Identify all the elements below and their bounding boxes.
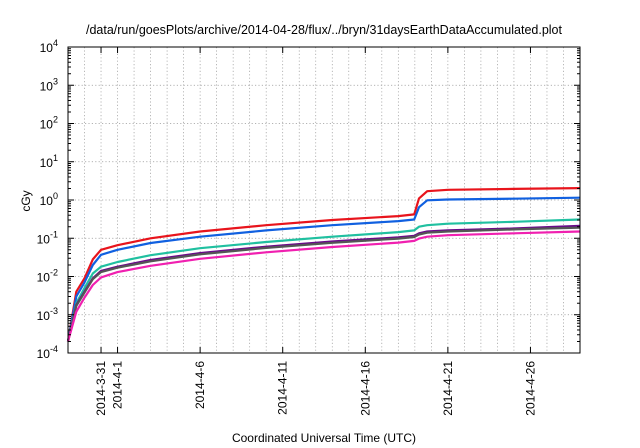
x-tick-label: 2014-4-21 [441,361,455,416]
y-tick-base: 10 [37,232,51,246]
y-tick-label: 104 [40,38,58,55]
y-tick-label: 100 [40,191,58,208]
x-tick-label: 2014-4-26 [523,361,537,416]
x-tick-label: 2014-4-16 [358,361,372,416]
x-axis-label: Coordinated Universal Time (UTC) [232,431,416,445]
y-tick-base: 10 [40,79,54,93]
y-tick-label: 10-1 [37,229,58,246]
ticks [68,46,580,354]
y-tick-label: 103 [40,76,58,93]
y-tick-base: 10 [40,194,54,208]
x-tick-label: 2014-4-11 [276,361,290,415]
y-tick-label: 102 [40,115,58,132]
y-tick-exponent: 3 [53,76,58,86]
series-line [66,196,581,342]
y-tick-exponent: 1 [53,153,58,163]
series-line [66,218,581,342]
series-line [66,187,581,342]
x-tick-labels: 2014-3-31 2014-4-1 2014-4-6 2014-4-11 2014-4… [94,361,537,416]
y-tick-exponent: 4 [53,38,58,48]
grid [68,47,580,353]
y-tick-exponent: 2 [53,115,58,125]
chart-title: /data/run/goesPlots/archive/2014-04-28/f… [86,23,562,37]
x-tick-label: 2014-4-1 [111,361,125,409]
x-tick-label: 2014-4-6 [193,361,207,409]
y-tick-label: 101 [40,153,58,170]
y-axis-label: cGy [19,190,33,211]
y-tick-exponent: -4 [50,344,58,354]
series-line [66,230,581,342]
y-tick-base: 10 [37,271,51,285]
series-layer [66,187,581,342]
y-tick-base: 10 [40,156,54,170]
y-tick-label: 10-3 [37,306,58,323]
series-line [66,226,581,342]
y-tick-exponent: -2 [50,268,58,278]
y-tick-base: 10 [37,347,51,361]
y-tick-base: 10 [37,309,51,323]
y-tick-label: 10-2 [37,268,58,285]
x-tick-label: 2014-3-31 [94,361,108,416]
y-tick-exponent: -3 [50,306,58,316]
y-tick-base: 10 [40,41,54,55]
y-tick-label: 10-4 [37,344,58,361]
y-tick-exponent: 0 [53,191,58,201]
y-tick-base: 10 [40,118,54,132]
y-tick-exponent: -1 [50,229,58,239]
